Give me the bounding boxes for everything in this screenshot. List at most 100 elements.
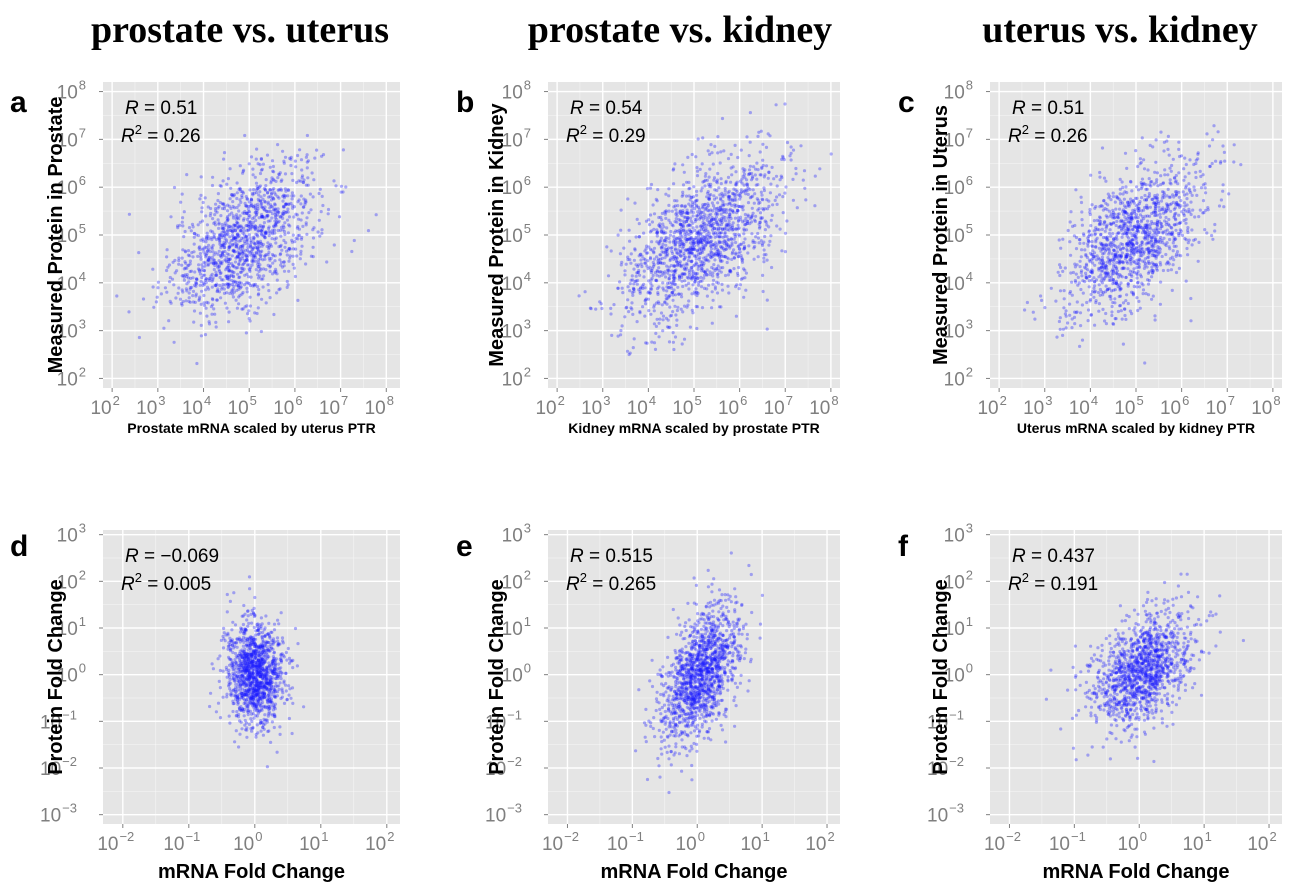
data-point bbox=[254, 259, 258, 263]
data-point bbox=[326, 212, 330, 216]
data-point bbox=[205, 234, 209, 239]
data-point bbox=[770, 265, 774, 270]
data-point bbox=[173, 271, 177, 275]
data-point bbox=[1167, 217, 1171, 222]
data-point bbox=[705, 195, 709, 199]
data-point bbox=[306, 183, 310, 187]
data-point bbox=[1127, 236, 1131, 240]
data-point bbox=[248, 236, 252, 240]
data-point bbox=[211, 667, 215, 671]
data-point bbox=[251, 248, 255, 252]
data-point bbox=[259, 241, 263, 245]
data-point bbox=[199, 302, 203, 306]
data-point bbox=[635, 217, 639, 221]
data-point bbox=[626, 298, 630, 302]
data-point bbox=[657, 242, 661, 246]
data-point bbox=[296, 153, 300, 158]
data-point bbox=[1120, 317, 1124, 321]
y-tick-exponent: 6 bbox=[524, 173, 531, 188]
data-point bbox=[1114, 244, 1118, 248]
data-point bbox=[226, 264, 230, 268]
data-point bbox=[185, 282, 189, 286]
data-point bbox=[1112, 263, 1116, 267]
data-point bbox=[1119, 228, 1124, 232]
data-point bbox=[1097, 309, 1101, 313]
data-point bbox=[182, 210, 186, 214]
data-point bbox=[624, 262, 628, 266]
data-point bbox=[633, 247, 637, 251]
data-point bbox=[675, 323, 679, 327]
data-point bbox=[1068, 313, 1072, 317]
data-point bbox=[232, 248, 236, 252]
data-point bbox=[707, 182, 711, 186]
data-point bbox=[780, 249, 784, 253]
data-point bbox=[1079, 200, 1084, 205]
data-point bbox=[224, 259, 228, 263]
data-point bbox=[718, 258, 723, 262]
data-point bbox=[720, 246, 724, 250]
data-point bbox=[706, 237, 710, 241]
data-point bbox=[245, 255, 249, 259]
data-point bbox=[245, 237, 249, 241]
data-point bbox=[682, 228, 686, 232]
data-point bbox=[239, 200, 243, 204]
data-point bbox=[219, 233, 223, 237]
data-point bbox=[217, 268, 221, 272]
data-point bbox=[691, 283, 695, 287]
data-point bbox=[1040, 298, 1044, 302]
data-point bbox=[262, 221, 266, 225]
data-point bbox=[154, 300, 158, 304]
data-point bbox=[184, 250, 188, 254]
data-point bbox=[248, 268, 252, 272]
y-tick-exponent: 8 bbox=[966, 78, 973, 93]
data-point bbox=[693, 271, 698, 276]
data-point bbox=[660, 270, 665, 274]
data-point bbox=[235, 254, 240, 258]
data-point bbox=[670, 223, 674, 227]
data-point bbox=[245, 258, 249, 262]
data-point bbox=[247, 223, 251, 227]
data-point bbox=[707, 197, 712, 201]
data-point bbox=[244, 224, 248, 228]
data-point bbox=[664, 231, 668, 235]
data-point bbox=[1089, 292, 1093, 297]
data-point bbox=[697, 217, 702, 221]
data-point bbox=[719, 305, 723, 309]
data-point bbox=[654, 324, 659, 328]
data-point bbox=[281, 205, 286, 209]
data-point bbox=[245, 290, 249, 294]
data-point bbox=[1154, 213, 1158, 217]
data-point bbox=[210, 238, 214, 242]
data-point bbox=[724, 223, 728, 227]
data-point bbox=[1100, 227, 1104, 231]
data-point bbox=[223, 237, 227, 241]
data-point bbox=[235, 306, 239, 310]
data-point bbox=[639, 258, 643, 262]
data-point bbox=[1055, 335, 1059, 339]
data-point bbox=[214, 261, 218, 265]
data-point bbox=[222, 246, 226, 250]
data-point bbox=[204, 277, 208, 281]
data-point bbox=[237, 275, 241, 280]
data-point bbox=[1165, 220, 1169, 224]
data-point bbox=[262, 234, 266, 238]
data-point bbox=[251, 257, 255, 261]
data-point bbox=[236, 225, 240, 229]
y-axis-label-c: Measured Protein in Uterus bbox=[930, 105, 952, 365]
data-point bbox=[262, 234, 266, 238]
data-point bbox=[724, 247, 728, 251]
data-point bbox=[760, 243, 765, 247]
data-point bbox=[736, 208, 740, 212]
x-axis-label-c: Uterus mRNA scaled by kidney PTR bbox=[1017, 420, 1255, 436]
data-point bbox=[1062, 289, 1066, 293]
data-point bbox=[713, 235, 717, 239]
data-point bbox=[673, 293, 678, 297]
data-point bbox=[678, 243, 682, 247]
data-point bbox=[711, 231, 716, 235]
data-point bbox=[245, 211, 249, 215]
data-point bbox=[200, 275, 204, 280]
stat-r2-a: R2 = 0.26 bbox=[121, 122, 201, 147]
data-point bbox=[732, 192, 736, 196]
data-point bbox=[679, 307, 683, 311]
data-point bbox=[256, 187, 260, 191]
